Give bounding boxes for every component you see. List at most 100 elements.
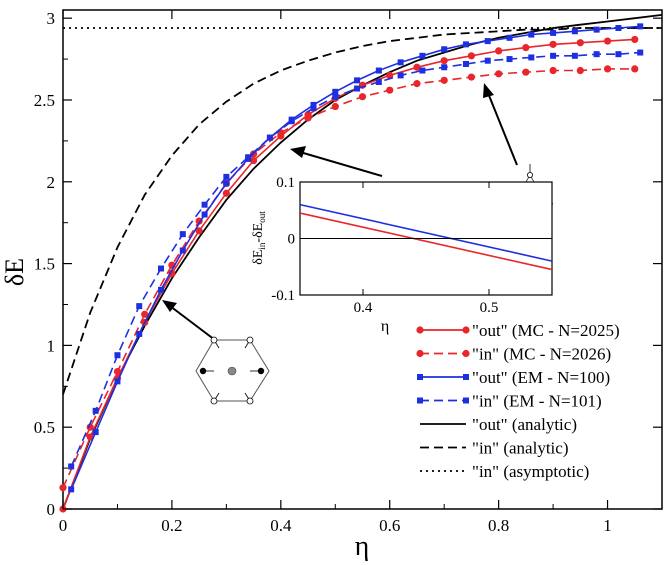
data-point [201,201,208,208]
data-point [484,57,491,64]
data-point [304,111,312,119]
data-point [288,116,295,123]
y-axis-label: δE [0,258,29,286]
inset-x-axis-label: η [381,318,389,335]
y-tick-label: 2 [47,173,56,192]
data-point [603,65,612,73]
data-point [440,57,448,65]
data-point [593,51,600,58]
inset-y-tick-label: 0.1 [276,175,295,191]
data-point [310,105,317,112]
x-tick-label: 0.8 [488,516,509,535]
data-point [354,85,361,92]
legend-label: "out" (analytic) [472,415,577,434]
data-point [114,352,121,359]
main-series-group [59,14,663,513]
data-point [92,429,99,436]
annotation-arrows [162,83,518,341]
data-point [331,102,339,111]
arrow-to-out-curve [299,151,383,177]
data-point [179,247,186,254]
data-point [603,37,612,45]
data-point [310,101,317,108]
data-point [549,66,557,75]
data-point [136,330,143,337]
data-point [506,34,513,41]
data-point [637,49,644,56]
data-point [441,46,448,53]
data-point [631,35,639,44]
legend-marker [417,397,423,404]
data-point [375,67,382,74]
data-point [549,40,557,48]
data-point [354,77,361,84]
x-tick-label: 1 [603,516,612,535]
data-point [358,93,367,101]
inset-chart: 0.4 0.5 -0.1 0 0.1 η δEin-δEout [251,175,553,335]
data-point [332,93,339,100]
legend-label: "in" (asymptotic) [472,462,589,481]
data-point [550,29,557,36]
arrow-to-in-curve [487,92,518,166]
x-tick-label: 0 [59,516,68,535]
y-tick-label: 1.5 [34,255,55,274]
data-point [637,23,644,30]
inset-y-tick-label: -0.1 [271,288,295,304]
main-axis-ticks: 0 0.2 0.4 0.6 0.8 1 0 0.5 1 1.5 2 2.5 3 [34,9,662,535]
x-tick-label: 0.6 [379,516,400,535]
data-point [576,66,584,75]
data-point [484,38,491,45]
legend-label: "in" (analytic) [472,439,568,458]
legend-marker [462,349,470,358]
data-point [419,52,426,59]
data-point [576,39,584,47]
data-point [522,44,530,52]
x-tick-label: 0.4 [270,516,292,535]
data-point [467,73,476,81]
data-point [467,52,476,60]
y-tick-label: 2.5 [34,91,55,110]
inset-series-group [299,203,553,271]
y-tick-label: 3 [47,9,56,28]
data-point [136,303,143,310]
data-point [201,211,208,218]
data-point [506,56,513,63]
data-point [495,47,503,55]
data-point [245,155,252,162]
data-point [571,28,578,35]
legend-marker [463,374,469,380]
data-point [158,286,165,293]
data-point [266,134,273,141]
data-point [631,65,639,73]
data-point [462,60,469,67]
arrow-to-low-curve [169,305,216,341]
inset-y-tick-label: 0 [288,232,296,248]
legend: "out" (MC - N=2025) "in" (MC - N=2026) "ou… [416,321,620,481]
legend-marker [463,397,469,404]
data-point [168,269,176,278]
data-point [114,378,121,385]
data-point [413,63,421,71]
inset-x-tick-label: 0.4 [354,300,373,316]
data-point [249,156,258,165]
data-point [68,486,75,493]
data-point [397,59,404,66]
plot-frame [62,9,663,510]
series-line [62,68,635,489]
inset-series-line [299,203,553,262]
data-point [528,31,535,38]
data-point [522,68,530,76]
inset-axis-ticks: 0.4 0.5 -0.1 0 0.1 [271,175,552,316]
data-point [223,180,230,187]
data-point [332,88,339,95]
data-point [397,72,404,79]
data-point [615,24,622,31]
data-point [440,76,448,84]
y-tick-label: 0 [47,500,56,519]
data-point [571,52,578,59]
data-point [158,265,165,272]
inset-y-axis-label: δEin-δEout [251,211,267,265]
data-point [223,173,230,180]
x-tick-label: 0.2 [161,516,182,535]
data-point [179,231,186,238]
